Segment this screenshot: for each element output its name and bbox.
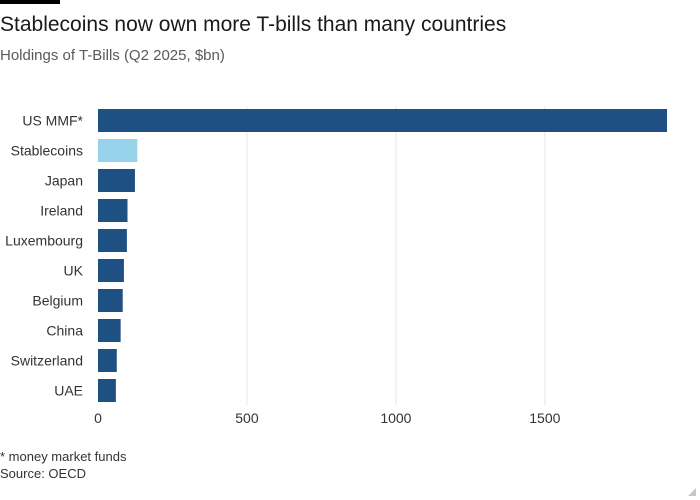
bar <box>98 169 135 192</box>
x-tick-label: 1500 <box>529 410 560 426</box>
footnote: * money market funds <box>0 449 127 464</box>
bar-chart: US MMF* Stablecoins Japan Ireland Luxembourg… <box>5 106 667 426</box>
bar <box>98 289 123 312</box>
y-tick-label: Belgium <box>32 293 83 309</box>
y-tick-label: US MMF* <box>22 113 83 129</box>
x-tick-label: 1000 <box>380 410 411 426</box>
x-tick-label: 500 <box>235 410 259 426</box>
y-tick-label: Luxembourg <box>5 233 83 249</box>
chart-subtitle: Holdings of T-Bills (Q2 2025, $bn) <box>0 47 225 64</box>
bar <box>98 139 138 162</box>
y-tick-label: Japan <box>45 173 83 189</box>
source-note: Source: OECD <box>0 466 86 481</box>
y-tick-label: Stablecoins <box>11 143 83 159</box>
y-tick-label: UAE <box>54 383 83 399</box>
bar <box>98 319 121 342</box>
bar <box>98 349 117 372</box>
chart-title: Stablecoins now own more T-bills than ma… <box>0 13 507 36</box>
bar <box>98 379 116 402</box>
bar <box>98 199 128 222</box>
y-tick-label: Ireland <box>40 203 83 219</box>
bar <box>98 229 127 252</box>
resize-corner-icon <box>688 488 696 496</box>
x-tick-label: 0 <box>94 410 102 426</box>
top-rule <box>0 0 60 4</box>
bar <box>98 109 667 132</box>
y-tick-label: UK <box>64 263 84 279</box>
bar <box>98 259 124 282</box>
y-tick-label: China <box>46 323 83 339</box>
y-tick-label: Switzerland <box>11 353 83 369</box>
